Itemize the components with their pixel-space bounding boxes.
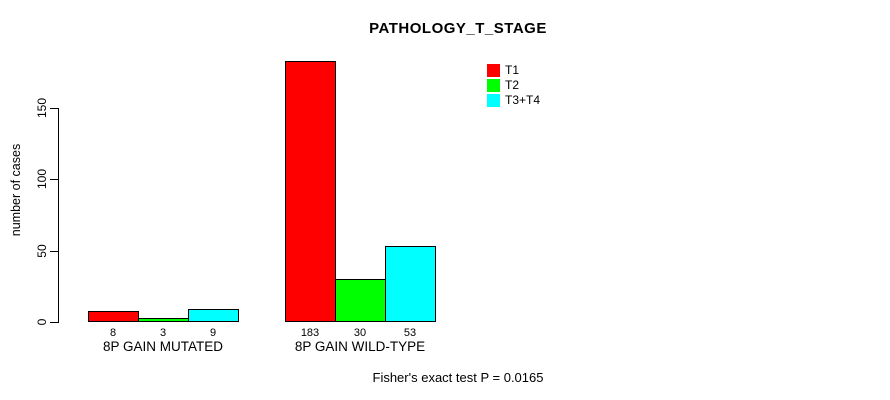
legend-swatch-t1-icon (487, 64, 500, 77)
y-tick (50, 322, 58, 323)
y-tick (50, 179, 58, 180)
legend-swatch-t2-icon (487, 79, 500, 92)
bar (188, 309, 239, 322)
legend: T1 T2 T3+T4 (487, 63, 540, 108)
legend-item-t1: T1 (487, 63, 540, 78)
category-label: 8P GAIN WILD-TYPE (294, 339, 426, 354)
bar (335, 279, 386, 322)
bar-value-label: 183 (300, 327, 320, 339)
y-tick-label: 150 (35, 97, 49, 119)
legend-swatch-t3t4-icon (487, 94, 500, 107)
annotation-text: Fisher's exact test P = 0.0165 (372, 370, 544, 385)
bar (138, 318, 189, 322)
legend-label-t1: T1 (505, 63, 520, 77)
y-axis-label: number of cases (9, 143, 23, 237)
bar-value-label: 8 (109, 327, 117, 339)
legend-label-t3t4: T3+T4 (505, 93, 541, 107)
y-axis-line (58, 108, 59, 323)
bar (285, 61, 336, 322)
chart-title: PATHOLOGY_T_STAGE (369, 20, 547, 37)
y-tick (50, 108, 58, 109)
category-label: 8P GAIN MUTATED (102, 339, 224, 354)
legend-item-t3t4: T3+T4 (487, 93, 540, 108)
legend-label-t2: T2 (505, 78, 520, 92)
bar-value-label: 3 (159, 327, 167, 339)
bar-value-label: 53 (403, 327, 417, 339)
bar (88, 311, 139, 322)
y-tick-label: 0 (35, 318, 49, 326)
y-tick-label: 100 (35, 168, 49, 190)
legend-item-t2: T2 (487, 78, 540, 93)
bar-value-label: 30 (353, 327, 367, 339)
bar-value-label: 9 (209, 327, 217, 339)
y-tick-label: 50 (35, 244, 49, 258)
y-tick (50, 251, 58, 252)
bar (385, 246, 436, 322)
